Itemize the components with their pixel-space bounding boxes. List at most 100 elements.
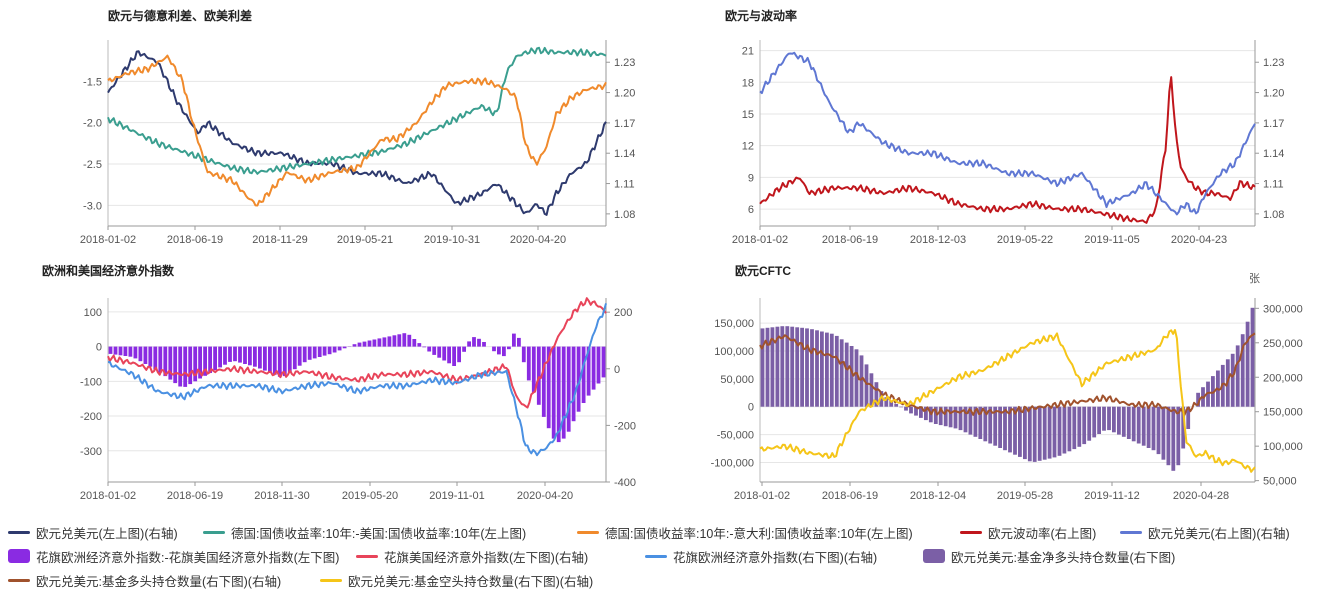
bar xyxy=(427,346,432,352)
bar xyxy=(467,341,471,347)
y-tick-label-right: 1.17 xyxy=(614,118,635,130)
y-tick-label-left: 9 xyxy=(748,172,754,184)
bar xyxy=(472,337,476,347)
legend-item[interactable]: 欧元兑美元:基金净多头持仓数量(右下图) xyxy=(923,546,1175,566)
bar xyxy=(1156,406,1161,455)
bar xyxy=(158,346,163,373)
bar xyxy=(1037,406,1042,461)
bar xyxy=(978,406,983,439)
y-tick-label-left: -50,000 xyxy=(717,430,754,442)
bar xyxy=(322,346,327,356)
bar xyxy=(1112,406,1116,433)
y-tick-label-right: 1.23 xyxy=(614,57,635,69)
legend-item[interactable]: 欧元波动率(右上图) xyxy=(960,522,1096,542)
bar xyxy=(1126,406,1131,439)
bar xyxy=(581,346,586,403)
bar xyxy=(576,346,581,412)
bar xyxy=(382,337,387,347)
x-tick-label: 2020-04-20 xyxy=(510,234,566,246)
y-tick-label-left: -200 xyxy=(80,411,102,423)
bar xyxy=(113,346,118,355)
bar xyxy=(397,334,402,347)
bar xyxy=(556,346,561,443)
y-tick-label-right: 1.11 xyxy=(1263,179,1284,191)
bar xyxy=(447,346,451,364)
bar xyxy=(327,346,332,355)
bar xyxy=(884,397,889,407)
bar xyxy=(342,346,347,349)
x-tick-label: 2019-05-21 xyxy=(337,234,393,246)
bar xyxy=(402,333,407,347)
bar xyxy=(948,406,953,428)
bar xyxy=(1176,406,1181,466)
legend-item[interactable]: 德国:国债收益率:10年:-美国:国债收益率:10年(左上图) xyxy=(203,522,526,542)
bar xyxy=(277,346,282,377)
legend-item[interactable]: 花旗欧洲经济意外指数(右下图)(右轴) xyxy=(645,546,877,566)
bar xyxy=(1121,406,1126,437)
bar xyxy=(233,346,237,362)
bar xyxy=(800,327,804,407)
bar xyxy=(1131,406,1136,442)
y-tick-label-right: 200 xyxy=(614,307,632,319)
bar xyxy=(1146,406,1151,448)
y-tick-label-left: -3.0 xyxy=(83,200,102,212)
legend-item[interactable]: 德国:国债收益率:10年:-意大利:国债收益率:10年(左上图) xyxy=(577,522,913,542)
legend-item[interactable]: 欧元兑美元(右上图)(右轴) xyxy=(1120,522,1290,542)
chart-title: 欧元CFTC xyxy=(735,263,791,278)
bar xyxy=(1211,376,1215,407)
bar xyxy=(919,406,923,418)
bar xyxy=(168,346,173,380)
legend-label: 欧元兑美元:基金空头持仓数量(右下图)(右轴) xyxy=(348,574,594,589)
bar xyxy=(899,406,903,408)
bar xyxy=(357,342,362,347)
bar xyxy=(372,339,377,347)
bar xyxy=(1067,406,1072,452)
legend-swatch xyxy=(960,530,982,534)
y-tick-label-left: -300 xyxy=(80,446,102,458)
legend-item[interactable]: 欧元兑美元:基金空头持仓数量(右下图)(右轴) xyxy=(320,570,593,590)
bar xyxy=(302,346,307,363)
bar xyxy=(571,346,576,422)
bar xyxy=(790,326,795,407)
bar xyxy=(526,346,531,381)
bar xyxy=(407,334,412,347)
legend-item[interactable]: 欧元兑美元:基金多头持仓数量(右下图)(右轴) xyxy=(8,570,281,590)
bar xyxy=(437,346,442,358)
bar xyxy=(983,406,988,442)
bar xyxy=(561,346,566,439)
y-tick-label-right: -200 xyxy=(614,420,636,432)
legend-swatch xyxy=(1120,530,1142,534)
legend-item[interactable]: 花旗美国经济意外指数(左下图)(右轴) xyxy=(356,546,588,566)
bar xyxy=(1230,353,1235,407)
bar xyxy=(432,346,437,355)
bar xyxy=(904,406,908,411)
bar xyxy=(1166,406,1171,466)
chart-title: 欧洲和美国经济意外指数 xyxy=(42,263,175,278)
legend-swatch xyxy=(8,530,30,534)
bar xyxy=(775,326,780,407)
bar xyxy=(497,346,501,355)
bar xyxy=(223,346,227,365)
bar xyxy=(1042,406,1047,460)
bar xyxy=(417,343,422,347)
y-tick-label-left: -2.0 xyxy=(83,118,102,130)
legend-item[interactable]: 欧元兑美元(左上图)(右轴) xyxy=(8,522,178,542)
y-tick-label-left: 6 xyxy=(748,204,754,216)
x-tick-label: 2018-01-02 xyxy=(732,234,788,246)
right-axis-unit: 张 xyxy=(1249,272,1260,285)
bar xyxy=(943,406,948,427)
bar xyxy=(387,336,392,347)
bar xyxy=(1097,406,1101,434)
bar xyxy=(462,346,466,352)
y-tick-label-right: 1.08 xyxy=(614,209,635,221)
legend-item[interactable]: 花旗欧洲经济意外指数:-花旗美国经济意外指数(左下图) xyxy=(8,546,339,566)
bar xyxy=(502,346,506,357)
y-tick-label-left: -100,000 xyxy=(711,457,754,469)
bar xyxy=(551,346,556,439)
bar xyxy=(1240,334,1245,407)
bar xyxy=(973,406,978,437)
bar xyxy=(541,346,546,417)
bar xyxy=(297,346,302,366)
bar xyxy=(998,406,1002,448)
bar xyxy=(601,346,606,378)
